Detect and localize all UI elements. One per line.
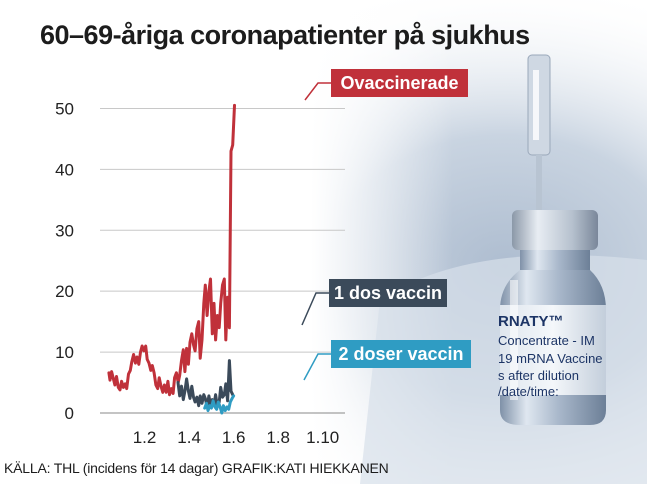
source-credit: KÄLLA: THL (incidens för 14 dagar) GRAFI…	[4, 460, 389, 476]
x-tick-label: 1.4	[177, 428, 201, 447]
vial-label-text: RNATY™ Concentrate - IM 19 mRNA Vaccine …	[498, 313, 603, 399]
series-line-0	[107, 103, 236, 397]
label-leader-line	[304, 82, 331, 101]
x-tick-label: 1.10	[306, 428, 339, 447]
series-label-text: 1 dos vaccin	[334, 283, 442, 303]
label-leader-line	[303, 353, 331, 381]
svg-text:19 mRNA Vaccine: 19 mRNA Vaccine	[498, 351, 603, 366]
y-tick-label: 50	[55, 99, 74, 118]
series-label-box	[329, 279, 447, 307]
x-tick-label: 1.8	[266, 428, 290, 447]
series-line-1	[176, 359, 235, 409]
y-tick-label: 20	[55, 282, 74, 301]
series-label-box	[331, 340, 471, 368]
svg-text:/date/time:: /date/time:	[498, 384, 559, 399]
series-lines	[107, 103, 236, 415]
series-label-text: Ovaccinerade	[340, 73, 458, 93]
svg-text:s after dilution: s after dilution	[498, 368, 579, 383]
x-tick-label: 1.2	[133, 428, 157, 447]
y-tick-label: 10	[55, 343, 74, 362]
vial-icon	[500, 210, 606, 425]
svg-text:Concentrate - IM: Concentrate - IM	[498, 333, 595, 348]
y-tick-label: 0	[65, 404, 74, 423]
chart-title: 60–69-åriga coronapatienter på sjukhus	[40, 20, 530, 50]
series-labels: Ovaccinerade 1 dos vaccin 2 doser vaccin	[301, 69, 471, 381]
label-leader-line	[301, 292, 329, 326]
y-tick-label: 30	[55, 221, 74, 240]
grid-lines	[100, 107, 345, 414]
series-label-box	[331, 69, 468, 97]
syringe-icon	[527, 54, 551, 210]
y-tick-label: 40	[55, 160, 74, 179]
y-axis: 0 10 20 30 40 50	[55, 99, 74, 423]
series-label-text: 2 doser vaccin	[338, 344, 463, 364]
x-tick-label: 1.6	[222, 428, 246, 447]
x-axis: 1.2 1.4 1.6 1.8 1.10	[133, 428, 340, 447]
series-line-2	[203, 394, 236, 415]
svg-text:RNATY™: RNATY™	[498, 313, 564, 330]
